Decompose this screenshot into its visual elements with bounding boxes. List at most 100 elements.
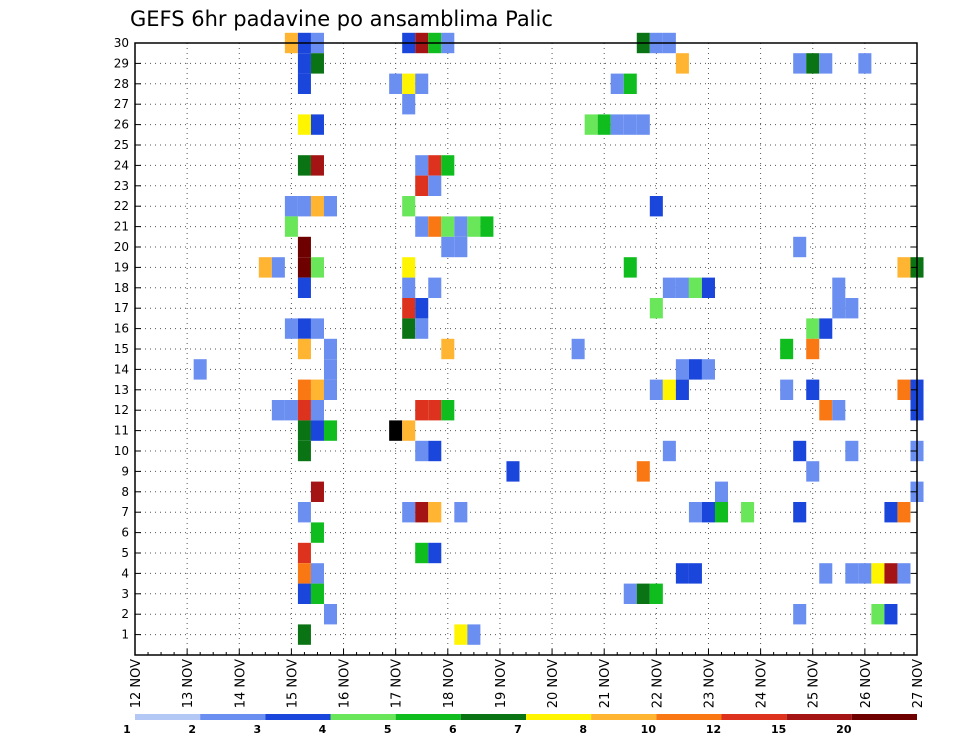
heatmap-cell: [297, 563, 311, 584]
heatmap-cell: [662, 440, 676, 462]
heatmap-cell: [297, 420, 311, 441]
heatmap-cell: [819, 400, 833, 421]
heatmap-cell: [636, 583, 650, 604]
heatmap-cell: [636, 461, 650, 482]
heatmap-cell: [610, 73, 624, 94]
heatmap-cell: [897, 502, 911, 523]
heatmap-cell: [871, 604, 885, 625]
legend-label: 3: [254, 723, 262, 736]
heatmap-cell: [675, 379, 689, 400]
heatmap-cell: [310, 379, 324, 400]
heatmap-cell: [402, 277, 416, 298]
heatmap-cell: [297, 379, 311, 400]
heatmap-cell: [701, 277, 715, 298]
legend-swatch: [526, 714, 592, 720]
heatmap-cell: [310, 196, 324, 217]
heatmap-cell: [819, 53, 833, 74]
heatmap-cell: [402, 420, 416, 441]
heatmap-cell: [741, 502, 755, 523]
heatmap-cell: [323, 196, 338, 217]
y-tick-label: 8: [121, 485, 129, 499]
heatmap-cell: [845, 563, 859, 584]
x-tick-label: 16 NOV: [338, 659, 353, 708]
y-tick-label: 21: [114, 220, 129, 234]
heatmap-cell: [323, 604, 338, 625]
y-tick-label: 28: [114, 77, 129, 91]
heatmap-cell: [310, 114, 324, 135]
y-tick-label: 26: [114, 118, 129, 132]
heatmap-cell: [297, 196, 311, 217]
heatmap-cell: [441, 236, 455, 258]
heatmap-cell: [793, 604, 807, 625]
heatmap-cell: [297, 236, 311, 258]
y-tick-label: 24: [114, 158, 129, 172]
legend-label: 20: [836, 723, 852, 736]
heatmap-cell: [297, 73, 311, 94]
heatmap-cell: [310, 257, 324, 278]
heatmap-cell: [415, 155, 429, 176]
heatmap-cell: [297, 318, 311, 339]
heatmap-cell: [597, 114, 611, 135]
heatmap-cell: [310, 481, 324, 502]
heatmap-cell: [297, 400, 311, 421]
heatmap-cell: [415, 542, 429, 564]
heatmap-cell: [402, 73, 416, 94]
heatmap-cell: [780, 338, 794, 360]
heatmap-cell: [467, 216, 481, 237]
y-tick-label: 1: [121, 628, 129, 642]
heatmap-cell: [402, 318, 416, 339]
heatmap-cell: [897, 257, 911, 278]
heatmap-cell: [688, 502, 702, 523]
heatmap-cell: [323, 359, 338, 380]
heatmap-cell: [402, 257, 416, 278]
legend-swatch: [786, 714, 852, 720]
heatmap-cell: [584, 114, 598, 135]
y-tick-label: 13: [114, 383, 129, 397]
x-tick-label: 22 NOV: [650, 659, 665, 708]
heatmap-cell: [284, 400, 298, 421]
legend-swatch: [330, 714, 396, 720]
heatmap-cell: [819, 563, 833, 584]
heatmap-cell: [428, 400, 442, 421]
heatmap-cell: [649, 583, 663, 604]
legend-label: 6: [449, 723, 457, 736]
y-tick-label: 18: [114, 281, 129, 295]
x-tick-label: 23 NOV: [702, 659, 717, 708]
heatmap-cell: [636, 114, 650, 135]
heatmap-cell: [793, 236, 807, 258]
x-tick-labels: 12 NOV 13 NOV 14 NOV 15 NOV 16 NOV 17 NOV 18 N…: [129, 659, 926, 708]
heatmap-cell: [845, 440, 859, 462]
heatmap-cell: [284, 196, 298, 217]
heatmap-cell: [193, 359, 207, 380]
heatmap-cell: [845, 298, 859, 319]
y-tick-label: 10: [114, 444, 129, 458]
heatmap-cell: [675, 359, 689, 380]
heatmap-cell: [402, 196, 416, 217]
heatmap-cell: [662, 277, 676, 298]
y-tick-label: 14: [114, 362, 129, 376]
legend-label: 7: [514, 723, 522, 736]
heatmap-cell: [441, 400, 455, 421]
heatmap-cell: [310, 522, 324, 543]
x-tick-label: 14 NOV: [233, 659, 248, 708]
heatmap-cell: [884, 563, 898, 584]
y-tick-label: 4: [121, 566, 129, 580]
heatmap-cell: [310, 53, 324, 74]
x-tick-label: 19 NOV: [494, 659, 509, 708]
heatmap-cell: [297, 257, 311, 278]
legend-label: 12: [706, 723, 721, 736]
heatmap-cell: [323, 420, 338, 441]
heatmap-cell: [415, 318, 429, 339]
x-tick-label: 12 NOV: [129, 659, 144, 708]
chart-title: GEFS 6hr padavine po ansamblima Palic: [130, 7, 553, 31]
heatmap-cell: [610, 114, 624, 135]
legend-label: 4: [319, 723, 327, 736]
heatmap-cell: [832, 298, 846, 319]
heatmap-cell: [310, 420, 324, 441]
heatmap-cell: [310, 563, 324, 584]
heatmap-cell: [858, 563, 872, 584]
heatmap-cell: [623, 114, 637, 135]
heatmap-cell: [623, 257, 637, 278]
legend-label: 10: [641, 723, 657, 736]
